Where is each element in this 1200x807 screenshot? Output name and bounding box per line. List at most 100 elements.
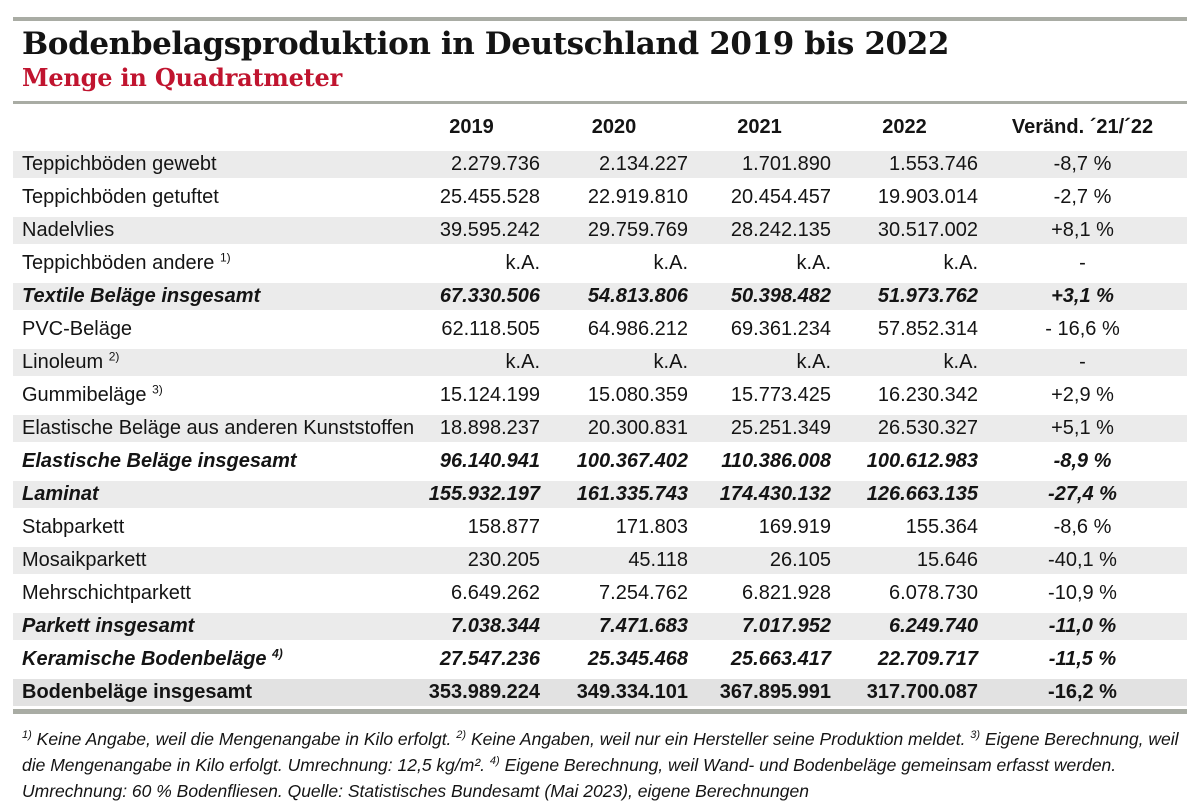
value-cell: 158.877 [403, 511, 540, 545]
row-label: Elastische Beläge aus anderen Kunststoff… [13, 412, 414, 446]
value-cell: 45.118 [540, 544, 688, 578]
value-cell: 169.919 [688, 511, 831, 545]
value-cell: 51.973.762 [831, 280, 978, 314]
value-cell: 2.279.736 [403, 148, 540, 182]
table-row: Textile Beläge insgesamt 67.330.506 54.813… [13, 280, 1187, 314]
top-rule [13, 17, 1187, 21]
table-row: Parkett insgesamt 7.038.344 7.471.683 7.017… [13, 610, 1187, 644]
value-cell: 174.430.132 [688, 478, 831, 512]
footnotes: 1) Keine Angabe, weil die Mengenangabe i… [22, 729, 1179, 801]
change-cell: - 16,6 % [978, 313, 1187, 347]
value-cell: 6.821.928 [688, 577, 831, 611]
row-label: Mosaikparkett [13, 544, 403, 578]
value-cell: 22.709.717 [831, 643, 978, 677]
footnote-marker: 3) [152, 382, 163, 397]
table-row: Linoleum 2) k.A. k.A. k.A. k.A. - [13, 346, 1187, 380]
change-cell: -8,7 % [978, 148, 1187, 182]
value-cell: 25.455.528 [403, 181, 540, 215]
value-cell: 18.898.237 [403, 412, 540, 446]
page-title: Bodenbelagsproduktion in Deutschland 201… [22, 26, 950, 62]
value-cell: k.A. [831, 247, 978, 281]
value-cell: 317.700.087 [831, 676, 978, 710]
row-label: Laminat [13, 478, 403, 512]
value-cell: 6.649.262 [403, 577, 540, 611]
label-column-header [13, 104, 403, 148]
value-cell: k.A. [403, 346, 540, 380]
row-label: Textile Beläge insgesamt [13, 280, 403, 314]
value-cell: 2.134.227 [540, 148, 688, 182]
column-header-2020: 2020 [591, 116, 637, 139]
table-header-row: 2019 2020 2021 2022 Veränd. ´21/´22 [13, 104, 1187, 148]
value-cell: 20.454.457 [688, 181, 831, 215]
value-cell: 26.530.327 [831, 412, 978, 446]
change-cell: -40,1 % [978, 544, 1187, 578]
value-cell: k.A. [831, 346, 978, 380]
table-row: Elastische Beläge aus anderen Kunststoff… [13, 412, 1187, 446]
change-cell: -2,7 % [978, 181, 1187, 215]
change-cell: +5,1 % [978, 412, 1187, 446]
row-label: Parkett insgesamt [13, 610, 403, 644]
value-cell: 22.919.810 [540, 181, 688, 215]
page-subtitle: Menge in Quadratmeter [22, 62, 343, 92]
value-cell: 7.038.344 [403, 610, 540, 644]
value-cell: 28.242.135 [688, 214, 831, 248]
source-note: Quelle: Statistisches Bundesamt (Mai 202… [287, 780, 809, 801]
table-row: Bodenbeläge insgesamt 353.989.224 349.334.… [13, 676, 1187, 710]
footnote-marker: 3) [970, 729, 981, 742]
value-cell: 20.300.831 [540, 412, 688, 446]
change-cell: - [978, 346, 1187, 380]
value-cell: 64.986.212 [540, 313, 688, 347]
production-table: 2019 2020 2021 2022 Veränd. ´21/´22 Tepp… [13, 104, 1187, 710]
value-cell: 15.646 [831, 544, 978, 578]
row-label: Teppichböden andere 1) [13, 247, 403, 281]
table-row: PVC-Beläge 62.118.505 64.986.212 69.361.234… [13, 313, 1187, 347]
table-row: Gummibeläge 3) 15.124.199 15.080.359 15.773… [13, 379, 1187, 413]
value-cell: 15.124.199 [403, 379, 540, 413]
table-row: Laminat 155.932.197 161.335.743 174.430.132… [13, 478, 1187, 512]
footnote-marker: 2) [108, 349, 120, 364]
column-header-2019: 2019 [449, 116, 494, 139]
value-cell: 25.345.468 [540, 643, 688, 677]
table-row: Nadelvlies 39.595.242 29.759.769 28.242.135… [13, 214, 1187, 248]
row-label: Teppichböden getuftet [13, 181, 403, 215]
value-cell: 100.612.983 [831, 445, 978, 479]
table-row: Stabparkett 158.877 171.803 169.919 155.364-… [13, 511, 1187, 545]
footnote-marker: 1) [22, 729, 32, 742]
footnote-marker: 1) [219, 250, 231, 265]
value-cell: 15.080.359 [540, 379, 688, 413]
change-cell: -11,0 % [978, 610, 1187, 644]
value-cell: 230.205 [403, 544, 540, 578]
value-cell: 15.773.425 [688, 379, 831, 413]
change-cell: +2,9 % [978, 379, 1187, 413]
table-body: Teppichböden gewebt 2.279.736 2.134.227 1.7… [13, 148, 1187, 710]
value-cell: 367.895.991 [688, 676, 831, 710]
column-header-2021: 2021 [737, 116, 782, 139]
value-cell: 7.254.762 [540, 577, 688, 611]
value-cell: 6.078.730 [831, 577, 978, 611]
value-cell: 69.361.234 [688, 313, 831, 347]
change-cell: - [978, 247, 1187, 281]
table-row: Mehrschichtparkett 6.649.262 7.254.762 6.82… [13, 577, 1187, 611]
value-cell: 19.903.014 [831, 181, 978, 215]
row-label: Elastische Beläge insgesamt [13, 445, 403, 479]
value-cell: 50.398.482 [688, 280, 831, 314]
value-cell: 7.017.952 [688, 610, 831, 644]
table-row: Mosaikparkett 230.205 45.118 26.105 15.646 -4… [13, 544, 1187, 578]
value-cell: k.A. [540, 247, 688, 281]
value-cell: 29.759.769 [540, 214, 688, 248]
value-cell: k.A. [688, 247, 831, 281]
row-label: Nadelvlies [13, 214, 403, 248]
value-cell: 110.386.008 [688, 445, 831, 479]
value-cell: 62.118.505 [403, 313, 540, 347]
value-cell: 126.663.135 [831, 478, 978, 512]
value-cell: 161.335.743 [540, 478, 688, 512]
value-cell: 25.663.417 [688, 643, 831, 677]
row-label: Gummibeläge 3) [13, 379, 403, 413]
footnote-marker: 4) [489, 755, 500, 768]
row-label: PVC-Beläge [13, 313, 403, 347]
value-cell: 155.932.197 [403, 478, 540, 512]
value-cell: k.A. [688, 346, 831, 380]
change-cell: -27,4 % [978, 478, 1187, 512]
change-cell: +3,1 % [978, 280, 1187, 314]
